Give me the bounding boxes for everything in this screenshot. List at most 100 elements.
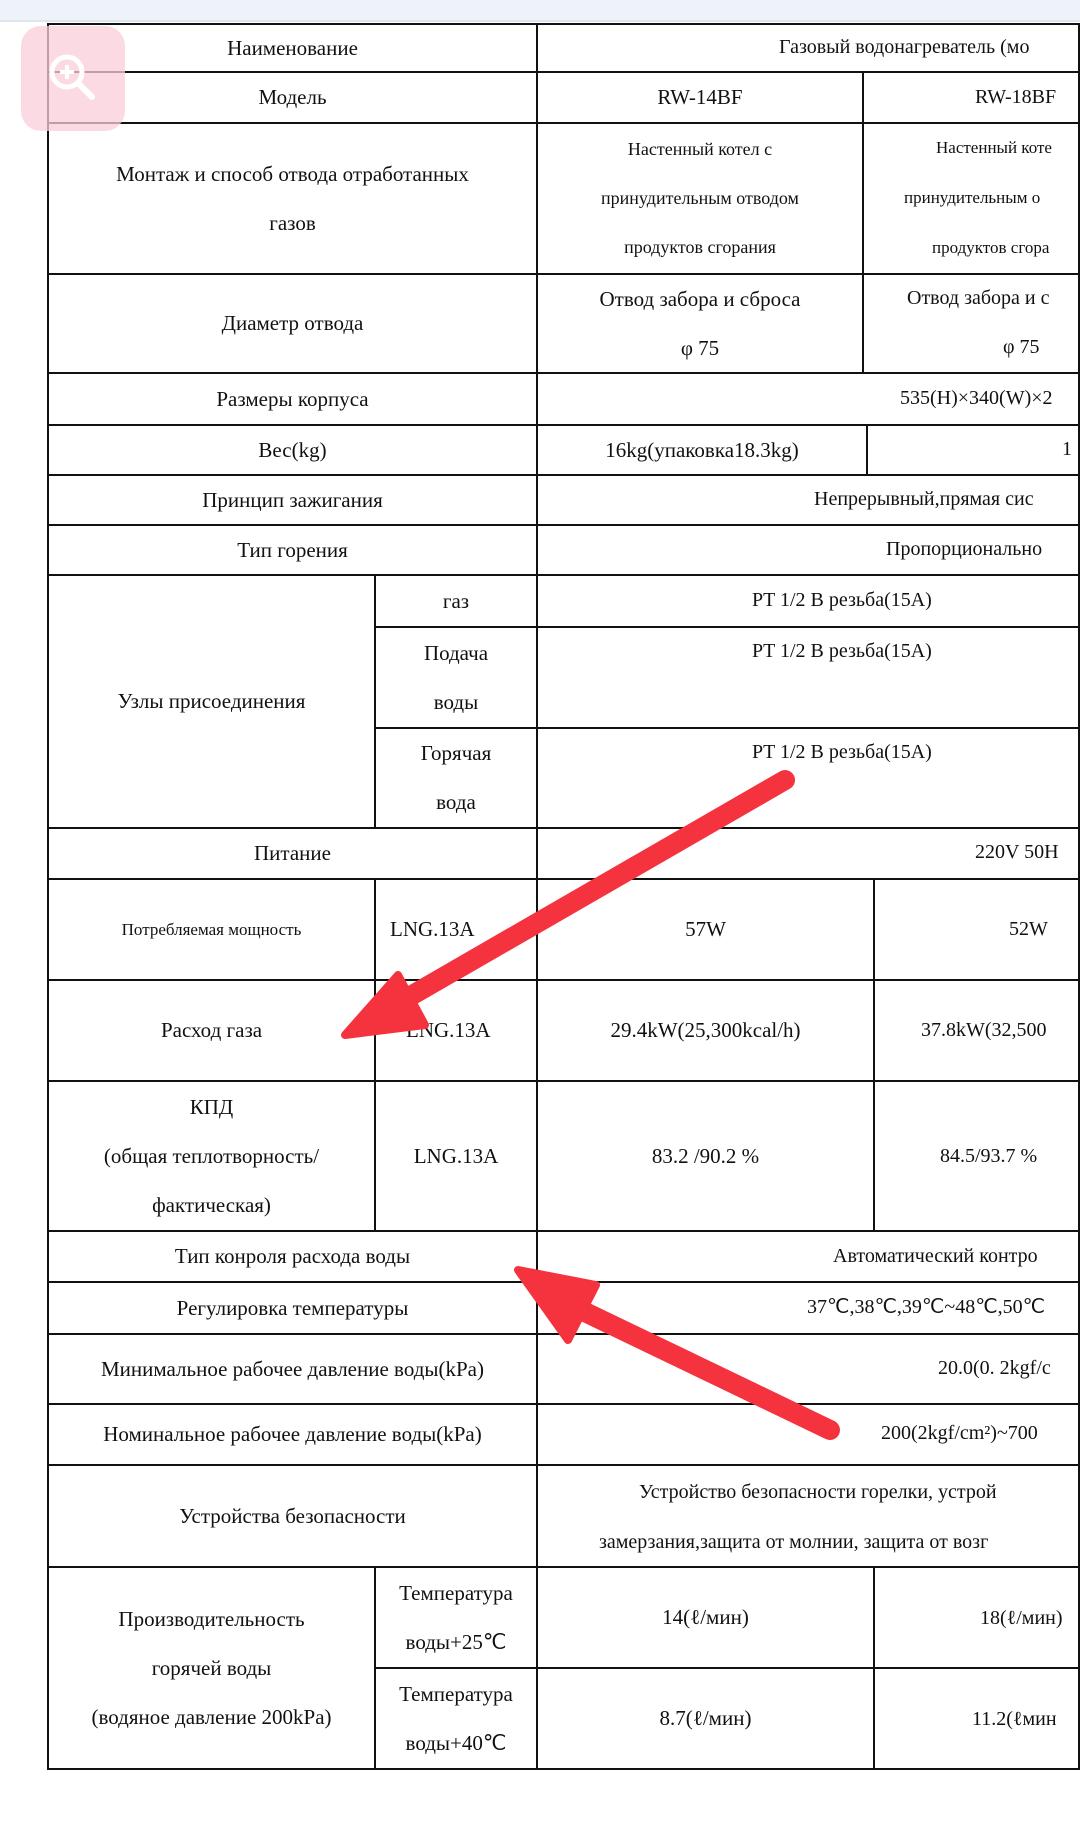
red-arrow-shaft-2 <box>550 1290 840 1440</box>
cell-conn-water-value <box>536 626 1080 729</box>
product-name: Газовый водонагреватель (мо <box>779 36 1030 58</box>
label: Тип конроля расхода воды <box>174 1244 411 1268</box>
label: Наименование <box>227 35 358 60</box>
label: газов <box>269 210 316 235</box>
label: Принцип зажигания <box>202 487 383 512</box>
label: (водяное давление 200kPa) <box>91 1704 332 1729</box>
cell-eff-1: 83.2 /90.2 % <box>536 1080 875 1232</box>
cell-eff-label: КПД (общая теплотворность/фактическая) <box>47 1080 376 1232</box>
value: 20.0(0. 2kgf/c <box>938 1357 1051 1379</box>
red-arrow-head-2 <box>514 1266 600 1344</box>
cell-perf-t25-1: 14(ℓ/мин) <box>536 1566 875 1669</box>
cell-conn-hot: Горячая вода <box>374 727 538 829</box>
cell-ignition-value <box>536 474 1080 526</box>
label: (общая теплотворность/ <box>103 1143 320 1168</box>
value: φ 75 <box>680 335 720 360</box>
cell-model-2 <box>862 71 1080 124</box>
cell-flowctl-value <box>536 1230 1080 1283</box>
label: Устройства безопасности <box>179 1503 406 1528</box>
cell-burn-label: Тип горения <box>47 524 538 576</box>
gas-type: LNG.13A <box>390 917 475 941</box>
cell-mount-label: Монтаж и способ отвода отработанных газов <box>47 122 538 275</box>
label: фактическая) <box>152 1192 271 1217</box>
cell-perf-t40-1: 8.7(ℓ/мин) <box>536 1667 875 1770</box>
cell-perf-t25-2 <box>873 1566 1080 1669</box>
value: Настенный котел с <box>627 139 773 159</box>
browser-top-bar <box>0 0 1080 22</box>
cell-weight-2 <box>866 424 1080 476</box>
label: Температура <box>399 1681 513 1706</box>
value: 220V 50H <box>975 841 1059 863</box>
value: 57W <box>685 917 726 941</box>
label: Минимальное рабочее давление воды(kPa) <box>100 1356 484 1381</box>
cell-eff-2 <box>873 1080 1080 1232</box>
label: Питание <box>254 841 331 865</box>
label: Тип горения <box>237 537 348 562</box>
cell-perf-t40: Температура воды+40℃ <box>374 1667 538 1770</box>
cell-diam-label: Диаметр отвода <box>47 273 538 374</box>
value: Пропорционально <box>886 538 1043 560</box>
label: Диаметр отвода <box>221 311 364 335</box>
cell-gasflow-1: 29.4kW(25,300kcal/h) <box>536 979 875 1082</box>
value: 16kg(упаковка18.3kg) <box>605 437 799 462</box>
value: Отвод забора и сброса <box>599 286 801 311</box>
label: КПД <box>189 1094 234 1119</box>
value: Устройство безопасности горелки, устрой <box>639 1481 997 1503</box>
value: принудительным о <box>904 188 1041 207</box>
label: Подача <box>423 640 489 665</box>
value: продуктов сгорания <box>624 237 776 257</box>
label: горячей воды <box>151 1655 272 1680</box>
value: 11.2(ℓмин <box>972 1708 1057 1730</box>
zoom-button[interactable] <box>21 26 125 131</box>
value: Настенный коте <box>936 138 1052 157</box>
cell-mount-1: Настенный котел с принудительным отводом п… <box>536 122 864 275</box>
label: Размеры корпуса <box>216 386 369 411</box>
label: Производительность <box>118 1606 305 1631</box>
red-arrow-head-1 <box>341 971 429 1039</box>
value: 200(2kgf/cm²)~700 <box>881 1422 1038 1444</box>
model-value: RW-18BF <box>975 86 1057 108</box>
zoom-in-icon <box>49 54 95 100</box>
cell-flowctl-label: Тип конроля расхода воды <box>47 1230 538 1283</box>
value: 37.8kW(32,500 <box>921 1019 1047 1041</box>
cell-consumption-label: Потребляемая мощность <box>47 878 376 981</box>
cell-model-label: Модель <box>47 71 538 124</box>
value: 52W <box>1009 918 1048 940</box>
label: Расход газа <box>160 1018 263 1042</box>
cell-perf-t40-2 <box>873 1667 1080 1770</box>
value: продуктов сгора <box>932 238 1050 257</box>
value: Отвод забора и с <box>907 287 1050 309</box>
value: 8.7(ℓ/мин) <box>659 1706 752 1730</box>
label: Горячая <box>420 741 492 765</box>
gas-type: LNG.13A <box>413 1143 499 1168</box>
value: 84.5/93.7 % <box>940 1145 1038 1167</box>
value: 1 <box>1062 438 1072 460</box>
value: 83.2 /90.2 % <box>651 1143 760 1168</box>
value: принудительным отводом <box>601 188 799 208</box>
value: 535(H)×340(W)×2 <box>900 387 1053 409</box>
cell-perf-label: Производительность горячей воды (водяное д… <box>47 1566 376 1770</box>
cell-name-label: Наименование <box>47 23 538 73</box>
cell-conn-water: Подача воды <box>374 626 538 729</box>
value: 37℃,38℃,39℃~48℃,50℃ <box>807 1296 1046 1318</box>
label: воды+25℃ <box>405 1629 507 1654</box>
model-value: RW-14BF <box>657 85 743 109</box>
value: Непрерывный,прямая сис <box>814 488 1034 510</box>
cell-perf-t25: Температура воды+25℃ <box>374 1566 538 1669</box>
cell-gasflow-2 <box>873 979 1080 1082</box>
cell-diam-2 <box>862 273 1080 374</box>
red-arrow-shaft-1 <box>385 770 795 1015</box>
label: Потребляемая мощность <box>121 919 302 939</box>
label: газ <box>442 588 470 613</box>
cell-diam-1: Отвод забора и сброса φ 75 <box>536 273 864 374</box>
label: Регулировка температуры <box>176 1295 409 1320</box>
cell-eff-gas: LNG.13A <box>374 1080 538 1232</box>
label: воды+40℃ <box>405 1730 507 1755</box>
value: Автоматический контро <box>833 1245 1038 1267</box>
value: PT 1/2 B резьба(15A) <box>752 589 932 611</box>
value: φ 75 <box>1003 336 1040 358</box>
cell-weight-1: 16kg(упаковка18.3kg) <box>536 424 868 476</box>
value: 18(ℓ/мин) <box>980 1607 1063 1629</box>
cell-size-label: Размеры корпуса <box>47 372 538 426</box>
